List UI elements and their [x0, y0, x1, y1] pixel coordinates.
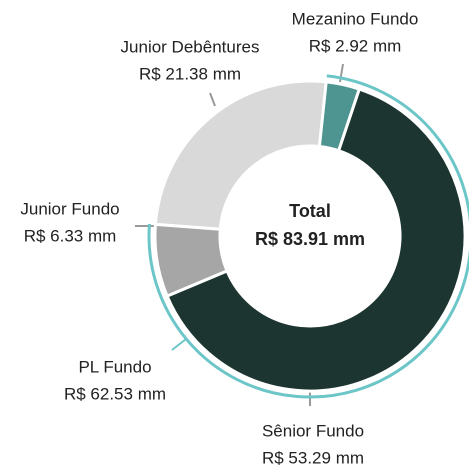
- center-title: Total: [289, 201, 331, 221]
- donut-slice: [317, 80, 362, 153]
- slice-value-label: R$ 21.38 mm: [139, 64, 241, 83]
- slice-label: Junior Fundo: [20, 199, 119, 218]
- slice-label: Mezanino Fundo: [292, 9, 419, 28]
- slice-value-label: R$ 53.29 mm: [262, 448, 364, 467]
- donut-slice: [153, 79, 328, 231]
- slice-value-label: R$ 6.33 mm: [24, 226, 117, 245]
- donut-slice: [165, 87, 467, 393]
- slice-label: Sênior Fundo: [262, 421, 364, 440]
- group-value-label: R$ 62.53 mm: [64, 384, 166, 403]
- slice-label: Junior Debêntures: [121, 37, 260, 56]
- leader-line: [209, 92, 216, 107]
- group-label: PL Fundo: [78, 357, 151, 376]
- center-total: R$ 83.91 mm: [255, 229, 365, 249]
- group-arc: [147, 74, 469, 399]
- slice-value-label: R$ 2.92 mm: [309, 36, 402, 55]
- leader-line: [171, 338, 187, 351]
